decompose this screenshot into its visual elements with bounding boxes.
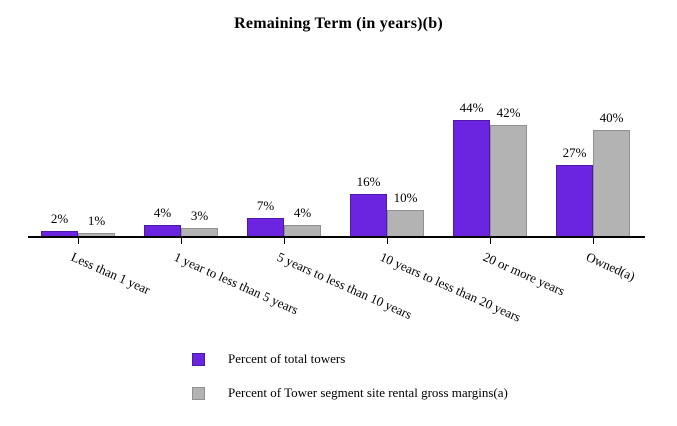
value-label-gray-group-5: 40% xyxy=(599,110,624,125)
legend-label: Percent of Tower segment site rental gro… xyxy=(228,385,508,400)
bar-gray-group-1 xyxy=(181,228,218,236)
category-label-5: Owned(a) xyxy=(583,249,638,284)
legend-label: Percent of total towers xyxy=(228,351,346,366)
bar-gray-group-0 xyxy=(78,233,115,236)
legend-swatch-gray xyxy=(192,386,205,400)
legend-item-gross-margins: Percent of Tower segment site rental gro… xyxy=(192,385,508,401)
bar-gray-group-5 xyxy=(593,130,630,236)
bar-gray-group-2 xyxy=(284,225,321,236)
value-label-purple-group-5: 27% xyxy=(562,145,587,160)
value-label-purple-group-3: 16% xyxy=(356,174,381,189)
x-axis-tick xyxy=(78,238,79,244)
value-label-purple-group-4: 44% xyxy=(459,100,484,115)
value-label-purple-group-1: 4% xyxy=(153,205,172,220)
bar-purple-group-3 xyxy=(350,194,387,236)
bar-purple-group-2 xyxy=(247,218,284,236)
x-axis-line xyxy=(28,236,645,238)
value-label-purple-group-0: 2% xyxy=(50,211,69,226)
x-axis-tick xyxy=(181,238,182,244)
x-axis-tick xyxy=(593,238,594,244)
x-axis-tick xyxy=(490,238,491,244)
bar-purple-group-4 xyxy=(453,120,490,236)
value-label-gray-group-2: 4% xyxy=(293,205,312,220)
value-label-gray-group-1: 3% xyxy=(190,208,209,223)
chart-title: Remaining Term (in years)(b) xyxy=(234,15,443,32)
x-axis-tick xyxy=(284,238,285,244)
value-label-purple-group-2: 7% xyxy=(256,198,275,213)
value-label-gray-group-0: 1% xyxy=(87,213,106,228)
bar-gray-group-4 xyxy=(490,125,527,236)
value-label-gray-group-4: 42% xyxy=(496,105,521,120)
legend-swatch-purple xyxy=(192,352,205,366)
x-axis-tick xyxy=(387,238,388,244)
value-label-gray-group-3: 10% xyxy=(393,190,418,205)
category-label-0: Less than 1 year xyxy=(68,249,153,298)
bar-purple-group-0 xyxy=(41,231,78,236)
bar-gray-group-3 xyxy=(387,210,424,236)
bar-purple-group-1 xyxy=(144,225,181,236)
legend-item-total-towers: Percent of total towers xyxy=(192,351,345,367)
category-label-4: 20 or more years xyxy=(480,249,568,299)
bar-purple-group-5 xyxy=(556,165,593,236)
